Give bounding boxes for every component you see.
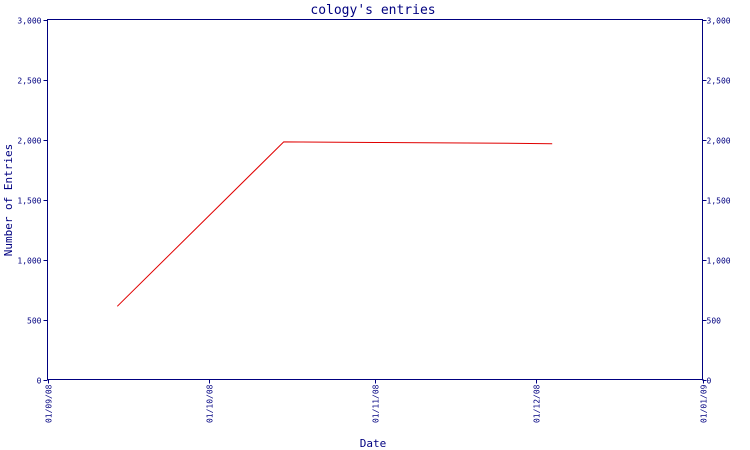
y-axis-label: Number of Entries: [2, 144, 15, 257]
x-tick-label: 01/01/09: [700, 384, 709, 423]
y-tick-label-right: 2,000: [707, 137, 731, 146]
y-tick-label-left: 1,500: [17, 197, 41, 206]
x-tick-label: 01/12/08: [533, 384, 542, 423]
y-tick-label-left: 0: [37, 377, 42, 386]
y-axis-ticks: 0 0 500 500 1,000 1,000 1,500 1,500 2,000 2,000 2,…: [17, 17, 730, 386]
x-axis-label: Date: [360, 437, 387, 450]
y-tick-label-left: 1,000: [17, 257, 41, 266]
y-tick-label-left: 2,500: [17, 77, 41, 86]
x-axis-ticks: 01/09/08 01/10/08 01/11/08 01/12/08 01/01/09: [45, 379, 709, 423]
y-tick-label-left: 3,000: [17, 17, 41, 26]
y-tick-label-right: 3,000: [707, 17, 731, 26]
x-tick-label: 01/10/08: [206, 384, 215, 423]
y-tick-label-right: 500: [707, 317, 722, 326]
y-tick-label-right: 1,500: [707, 197, 731, 206]
y-tick-label-right: 2,500: [707, 77, 731, 86]
series-group: [116, 141, 553, 307]
y-tick-label-left: 2,000: [17, 137, 41, 146]
x-tick-label: 01/09/08: [45, 384, 54, 423]
y-tick-label-right: 0: [707, 377, 712, 386]
y-tick-label-right: 1,000: [707, 257, 731, 266]
y-tick-label-left: 500: [27, 317, 42, 326]
x-tick-label: 01/11/08: [372, 384, 381, 423]
series-line: [116, 141, 553, 307]
chart-title: cology's entries: [310, 3, 435, 18]
plot-frame: [47, 19, 703, 380]
